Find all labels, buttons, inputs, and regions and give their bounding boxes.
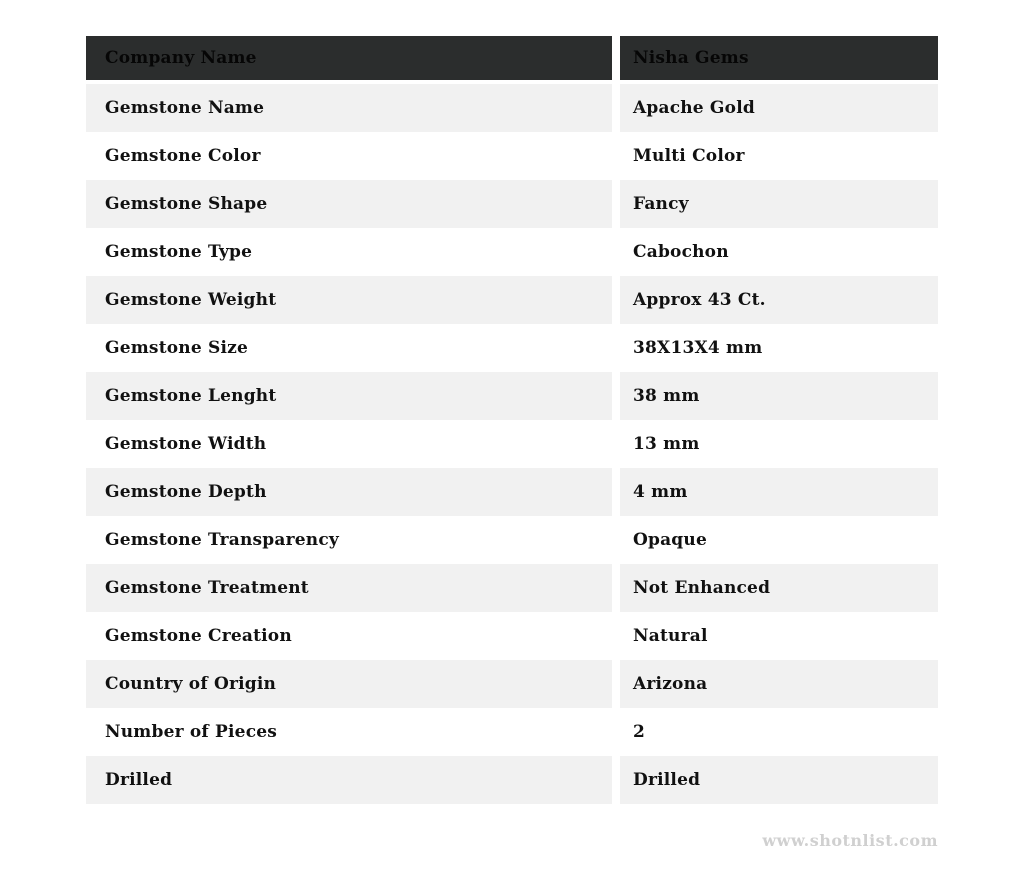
table-row: Number of Pieces 2 (86, 708, 938, 756)
row-value-cell: Arizona (620, 660, 938, 708)
table-row: Gemstone Name Apache Gold (86, 84, 938, 132)
column-gap (612, 276, 620, 324)
column-gap (612, 516, 620, 564)
header-company-value-cell: Nisha Gems (620, 36, 938, 80)
row-value-cell: Opaque (620, 516, 938, 564)
column-gap (612, 324, 620, 372)
table-row: Gemstone Treatment Not Enhanced (86, 564, 938, 612)
row-value-cell: Multi Color (620, 132, 938, 180)
table-body: Gemstone Name Apache Gold Gemstone Color Mu… (86, 84, 938, 804)
column-gap (612, 612, 620, 660)
table-row: Gemstone Depth 4 mm (86, 468, 938, 516)
table-row: Gemstone Weight Approx 43 Ct. (86, 276, 938, 324)
row-value-cell: Apache Gold (620, 84, 938, 132)
column-gap (612, 420, 620, 468)
row-value-cell: 4 mm (620, 468, 938, 516)
watermark-url: www.shotnlist.com (762, 831, 938, 850)
table-row: Country of Origin Arizona (86, 660, 938, 708)
table-row: Drilled Drilled (86, 756, 938, 804)
row-label-cell: Gemstone Weight (86, 276, 612, 324)
column-gap (612, 36, 620, 80)
gemstone-spec-table: Company Name Nisha Gems Gemstone Name Apa… (86, 36, 938, 804)
column-gap (612, 132, 620, 180)
row-value-cell: Cabochon (620, 228, 938, 276)
header-company-name-cell: Company Name (86, 36, 612, 80)
row-label-cell: Number of Pieces (86, 708, 612, 756)
column-gap (612, 468, 620, 516)
column-gap (612, 180, 620, 228)
table-row: Gemstone Type Cabochon (86, 228, 938, 276)
row-label-cell: Gemstone Type (86, 228, 612, 276)
row-label-cell: Gemstone Color (86, 132, 612, 180)
row-value-cell: Fancy (620, 180, 938, 228)
column-gap (612, 660, 620, 708)
row-label-cell: Gemstone Shape (86, 180, 612, 228)
column-gap (612, 84, 620, 132)
column-gap (612, 708, 620, 756)
table-header-row: Company Name Nisha Gems (86, 36, 938, 80)
row-value-cell: 2 (620, 708, 938, 756)
table-row: Gemstone Color Multi Color (86, 132, 938, 180)
row-label-cell: Drilled (86, 756, 612, 804)
column-gap (612, 756, 620, 804)
row-value-cell: Approx 43 Ct. (620, 276, 938, 324)
row-label-cell: Gemstone Depth (86, 468, 612, 516)
row-label-cell: Gemstone Transparency (86, 516, 612, 564)
column-gap (612, 564, 620, 612)
row-label-cell: Gemstone Name (86, 84, 612, 132)
row-label-cell: Gemstone Treatment (86, 564, 612, 612)
row-value-cell: Not Enhanced (620, 564, 938, 612)
column-gap (612, 228, 620, 276)
row-value-cell: 13 mm (620, 420, 938, 468)
row-value-cell: Drilled (620, 756, 938, 804)
row-value-cell: Natural (620, 612, 938, 660)
row-label-cell: Gemstone Lenght (86, 372, 612, 420)
row-label-cell: Gemstone Size (86, 324, 612, 372)
table-row: Gemstone Width 13 mm (86, 420, 938, 468)
row-label-cell: Gemstone Width (86, 420, 612, 468)
table-row: Gemstone Shape Fancy (86, 180, 938, 228)
column-gap (612, 372, 620, 420)
row-value-cell: 38X13X4 mm (620, 324, 938, 372)
row-label-cell: Gemstone Creation (86, 612, 612, 660)
table-row: Gemstone Creation Natural (86, 612, 938, 660)
row-label-cell: Country of Origin (86, 660, 612, 708)
table-row: Gemstone Transparency Opaque (86, 516, 938, 564)
row-value-cell: 38 mm (620, 372, 938, 420)
table-row: Gemstone Lenght 38 mm (86, 372, 938, 420)
table-row: Gemstone Size 38X13X4 mm (86, 324, 938, 372)
